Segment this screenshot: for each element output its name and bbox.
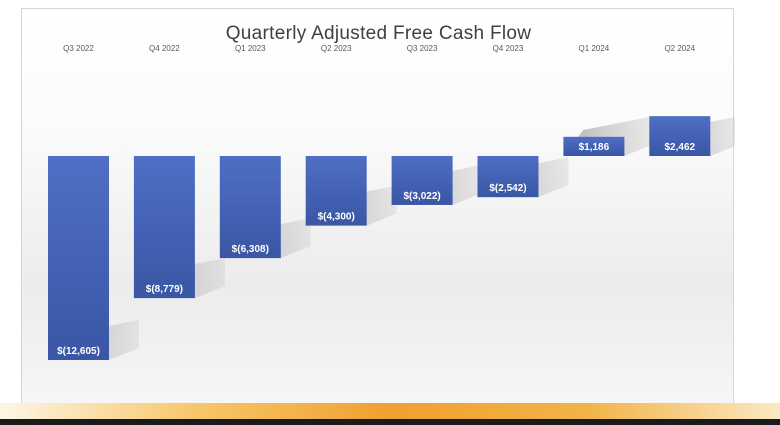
- bar-q3-2023: [391, 156, 453, 205]
- bar-q2-2024: [649, 116, 711, 156]
- x-tick-label: Q4 2023: [493, 44, 524, 53]
- chart-panel: Quarterly Adjusted Free Cash Flow Q3 202…: [21, 8, 735, 405]
- data-label: $2,462: [665, 142, 696, 153]
- x-tick-label: Q2 2024: [664, 44, 695, 53]
- bar-q3-2022: [48, 156, 109, 360]
- data-label: $1,186: [579, 142, 610, 153]
- data-label: $(6,308): [232, 244, 269, 255]
- bar-q4-2023: [477, 156, 539, 198]
- x-tick-label: Q2 2023: [321, 44, 352, 53]
- bar-q1-2024: [563, 136, 625, 156]
- data-label: $(2,542): [489, 183, 526, 194]
- bar-q1-2023: [219, 156, 281, 259]
- x-tick-label: Q1 2024: [579, 44, 610, 53]
- data-label: $(8,779): [146, 284, 183, 295]
- chart-title: Quarterly Adjusted Free Cash Flow: [225, 23, 532, 44]
- slide-footer-line: [0, 419, 780, 425]
- x-tick-label: Q3 2023: [407, 44, 438, 53]
- data-label: $(3,022): [403, 191, 440, 202]
- bar-q4-2022: [133, 156, 195, 299]
- bar-chart: Q3 2022 $(12,605) Q4 2022 $(8,779) Q1 2023 $(…: [48, 44, 735, 360]
- x-tick-label: Q1 2023: [235, 44, 266, 53]
- data-label: $(4,300): [318, 212, 355, 223]
- bar-q2-2023: [305, 156, 367, 226]
- x-tick-label: Q4 2022: [149, 44, 180, 53]
- x-tick-label: Q3 2022: [63, 44, 94, 53]
- data-label: $(12,605): [57, 346, 100, 357]
